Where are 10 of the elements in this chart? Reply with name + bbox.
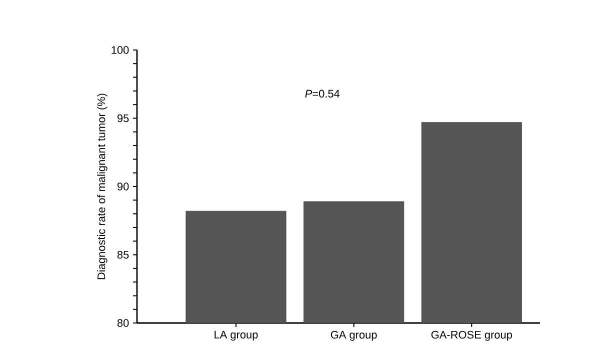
y-tick-label: 95 — [117, 114, 129, 122]
x-tick-label: GA group — [330, 330, 377, 341]
x-tick-label: LA group — [214, 330, 258, 341]
annotation: P=0.54 — [305, 90, 340, 98]
y-tick-label: 90 — [117, 182, 129, 190]
y-axis-title: Diagnostic rate of malignant tumor (%) — [97, 94, 108, 280]
y-tick-label: 85 — [117, 250, 129, 259]
x-tick-label: GA-ROSE group — [431, 330, 512, 341]
y-tick-label: 80 — [117, 319, 129, 327]
y-tick-label: 100 — [112, 46, 129, 54]
